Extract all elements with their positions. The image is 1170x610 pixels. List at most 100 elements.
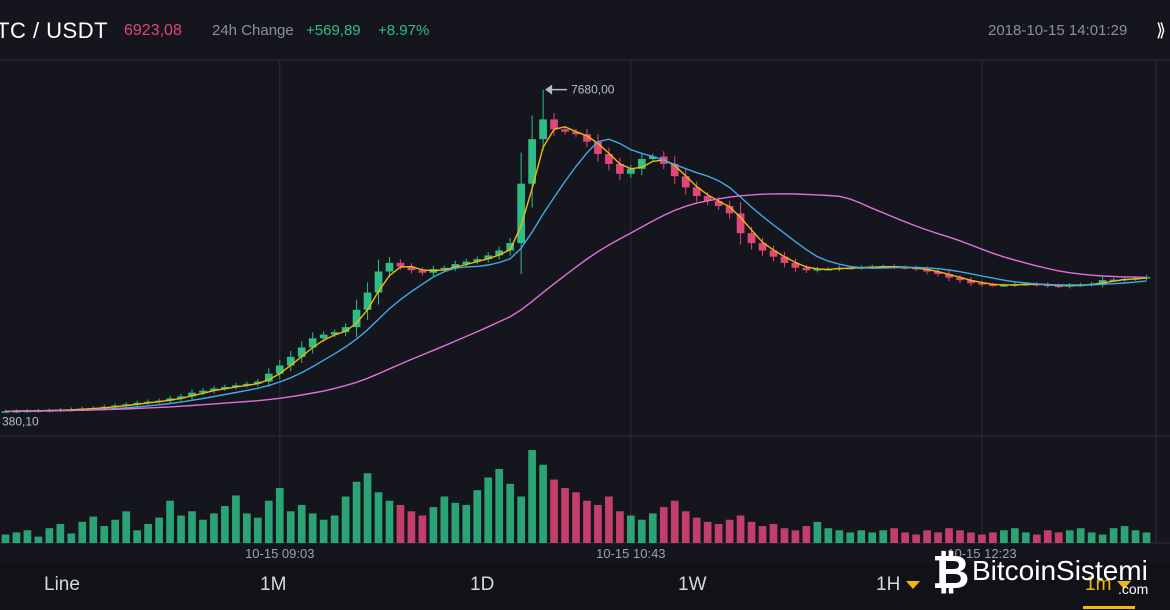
tab-1m-minute[interactable]: 1m: [1085, 574, 1132, 596]
volume-bar: [868, 532, 877, 543]
volume-bar: [736, 515, 745, 543]
volume-bar: [901, 532, 909, 543]
max-arrow-head: [545, 84, 553, 95]
volume-bar: [561, 488, 569, 543]
volume-bar: [572, 492, 580, 543]
candle-body: [210, 388, 218, 391]
volume-bar: [243, 513, 251, 543]
candle-body: [484, 255, 493, 260]
ma-slow-line: [5, 193, 1147, 412]
volume-bar: [1021, 532, 1030, 543]
candle-body: [352, 309, 361, 328]
volume-bar: [177, 515, 185, 543]
candle-body: [308, 338, 317, 348]
volume-bar: [681, 511, 690, 543]
candle-body: [747, 233, 756, 244]
candle-body: [539, 119, 547, 140]
expand-icon[interactable]: ⟫: [1156, 20, 1167, 40]
volume-bar: [67, 533, 76, 543]
candle-body: [627, 168, 635, 174]
volume-bar: [1087, 532, 1096, 543]
candle-body: [264, 373, 273, 382]
x-tick-label: 10-15 09:03: [245, 546, 314, 561]
candle-body: [177, 396, 185, 399]
volume-bar: [769, 523, 778, 543]
candle-body: [451, 264, 460, 268]
candle-body: [199, 390, 207, 393]
candle-body: [253, 381, 262, 384]
interval-tabs: Line 1M 1D 1W 1H 1m: [0, 562, 1170, 610]
candle-body: [374, 271, 383, 293]
change-percent: +8.97%: [378, 22, 430, 39]
candlestick-chart[interactable]: 7680,00 380,10 10-15 09:03 10-15 10:43 10-15…: [0, 0, 1170, 562]
tab-1m-month[interactable]: 1M: [260, 574, 287, 595]
volume-bar: [703, 521, 712, 543]
volume-bar: [12, 532, 21, 543]
candle-body: [418, 270, 427, 273]
volume-bar: [1065, 530, 1074, 543]
volume-bar: [780, 528, 789, 543]
volume-bar: [23, 530, 32, 543]
volume-bar: [1032, 534, 1041, 543]
candle-body: [978, 283, 986, 285]
tab-1w[interactable]: 1W: [678, 574, 707, 595]
volume-bar: [1098, 534, 1107, 543]
volume-bar: [923, 530, 931, 543]
candle-body: [791, 262, 800, 268]
candle-body: [616, 163, 624, 174]
volume-bar: [648, 513, 657, 543]
candle-body: [594, 141, 602, 154]
volume-bar: [495, 469, 504, 543]
volume-bar: [429, 507, 438, 543]
watermark-suffix: .com: [1118, 581, 1149, 597]
volume-bar: [45, 528, 54, 543]
volume-bar: [352, 481, 361, 543]
x-tick-label: 10-15 10:43: [596, 546, 665, 561]
candle-body: [758, 243, 767, 251]
volume-bar: [1011, 528, 1019, 543]
volume-bar: [264, 500, 273, 543]
volume-bar: [978, 534, 986, 543]
volume-bar: [791, 530, 800, 543]
tab-line[interactable]: Line: [44, 574, 80, 595]
active-tab-indicator: [1083, 606, 1135, 609]
candle-body: [495, 250, 504, 256]
min-price-label: 380,10: [2, 414, 39, 428]
watermark: ₿ BitcoinSistemi .com: [932, 545, 1170, 605]
tab-1d[interactable]: 1D: [470, 574, 495, 595]
volume-bar: [407, 511, 416, 543]
volume-bar: [111, 519, 120, 543]
volume-bar: [451, 502, 460, 543]
candle-body: [528, 139, 536, 184]
candle-body: [813, 269, 822, 271]
candle-body: [385, 262, 394, 272]
volume-bar: [440, 496, 449, 543]
candle-body: [923, 269, 931, 272]
volume-bar: [594, 504, 602, 543]
ticker-header: TC / USDT 6923,08 24h Change +569,89 +8.…: [0, 0, 1170, 60]
candle-body: [232, 385, 240, 388]
volume-bar: [462, 504, 471, 543]
tab-1h[interactable]: 1H: [876, 574, 921, 596]
candle-body: [341, 327, 350, 333]
volume-bar: [846, 532, 855, 543]
candle-body: [956, 277, 964, 281]
candle-body: [550, 119, 558, 130]
candle-body: [769, 250, 778, 257]
volume-bar: [539, 464, 547, 543]
candle-body: [736, 213, 745, 234]
change-absolute: +569,89: [306, 22, 361, 39]
candle-body: [1142, 276, 1151, 279]
pair-label[interactable]: TC / USDT: [0, 18, 109, 43]
volume-bar: [286, 511, 295, 543]
volume-bar: [210, 513, 218, 543]
candle-body: [407, 266, 416, 271]
max-price-label: 7680,00: [571, 83, 615, 97]
candle-body: [725, 205, 734, 214]
volume-bar: [528, 450, 536, 543]
volume-bar: [341, 496, 350, 543]
volume-bar: [78, 521, 87, 543]
volume-bar: [692, 517, 701, 543]
volume-bar: [275, 488, 284, 543]
volume-bar: [670, 500, 679, 543]
